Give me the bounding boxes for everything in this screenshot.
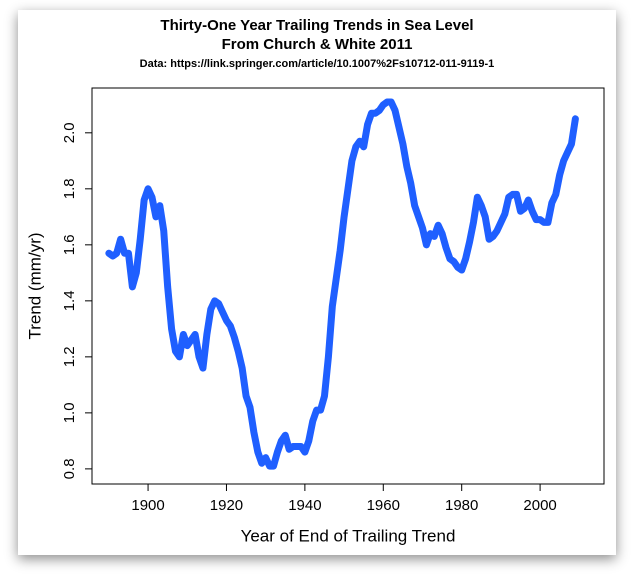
card	[18, 10, 616, 555]
x-tick-label: 1980	[445, 497, 478, 514]
x-tick-label: 1900	[131, 497, 164, 514]
chart-title: From Church & White 2011	[222, 36, 413, 53]
x-tick-label: 1940	[288, 497, 321, 514]
y-tick-label: 1.8	[61, 178, 78, 199]
y-tick-label: 1.6	[61, 234, 78, 255]
y-tick-label: 1.0	[61, 402, 78, 423]
chart-title: Thirty-One Year Trailing Trends in Sea L…	[160, 17, 473, 34]
y-tick-label: 0.8	[61, 458, 78, 479]
x-axis-label: Year of End of Trailing Trend	[241, 526, 456, 545]
y-tick-label: 1.2	[61, 346, 78, 367]
plot-frame	[91, 87, 605, 485]
y-tick-label: 1.4	[61, 290, 78, 311]
x-tick-label: 2000	[523, 497, 556, 514]
x-tick-label: 1920	[210, 497, 243, 514]
line-series	[105, 98, 579, 470]
chart-subtitle: Data: https://link.springer.com/article/…	[140, 58, 495, 70]
y-axis-label: Trend (mm/yr)	[25, 232, 44, 339]
y-tick-label: 2.0	[61, 122, 78, 143]
x-tick-label: 1960	[367, 497, 400, 514]
